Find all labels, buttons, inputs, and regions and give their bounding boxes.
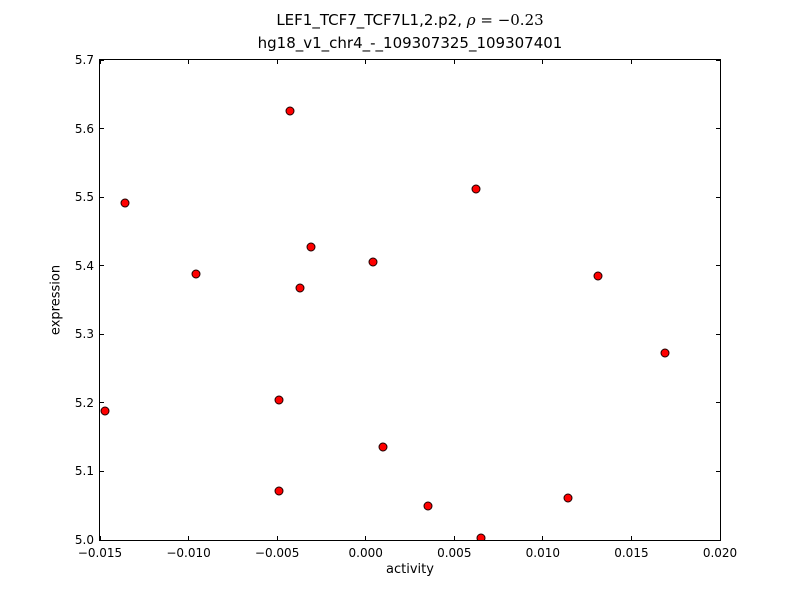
y-tick-label: 5.0	[74, 533, 94, 547]
x-tick-label: 0.000	[348, 546, 383, 560]
y-tick-mark	[100, 470, 104, 472]
data-point	[476, 533, 486, 540]
y-axis-label: expression	[48, 264, 64, 336]
x-tick-label: 0.005	[437, 546, 472, 560]
rho-value: = −0.23	[475, 11, 544, 29]
data-point	[471, 184, 481, 194]
y-tick-mark	[100, 333, 104, 335]
y-tick-mark	[100, 60, 104, 61]
x-tick-mark	[453, 60, 455, 64]
y-tick-label: 5.6	[74, 121, 94, 136]
x-tick-mark	[630, 536, 632, 540]
x-tick-label: 0.015	[614, 546, 649, 560]
x-tick-mark	[100, 536, 101, 540]
y-tick-mark	[716, 333, 720, 335]
data-point	[191, 269, 201, 279]
y-tick-label: 5.2	[74, 395, 94, 410]
y-tick-mark	[100, 402, 104, 404]
rho-symbol: ρ	[466, 11, 476, 29]
x-tick-mark	[188, 60, 190, 64]
x-tick-label: 0.010	[525, 546, 561, 560]
x-tick-mark	[719, 60, 720, 64]
y-tick-mark	[100, 265, 104, 267]
y-tick-label: 5.3	[74, 327, 94, 342]
y-tick-mark	[100, 128, 104, 130]
data-point	[295, 283, 305, 293]
data-point	[285, 106, 295, 116]
y-tick-mark	[716, 128, 720, 130]
x-tick-label: −0.010	[166, 546, 211, 560]
y-tick-label: 5.4	[74, 258, 94, 273]
y-tick-mark	[716, 196, 720, 198]
data-point	[306, 242, 316, 252]
data-point	[368, 257, 378, 267]
x-tick-mark	[276, 60, 278, 64]
data-point	[100, 406, 110, 416]
data-point	[378, 442, 388, 452]
y-tick-mark	[716, 265, 720, 267]
data-point	[563, 493, 573, 503]
x-tick-mark	[100, 60, 101, 64]
x-tick-mark	[542, 60, 544, 64]
y-tick-mark	[716, 60, 720, 61]
y-tick-mark	[100, 539, 104, 540]
x-tick-label: −0.005	[254, 546, 300, 560]
data-point	[423, 501, 433, 511]
chart-title: LEF1_TCF7_TCF7L1,2.p2, ρ = −0.23	[100, 11, 720, 29]
x-tick-mark	[365, 536, 367, 540]
data-point	[593, 271, 603, 281]
chart-subtitle: hg18_v1_chr4_-_109307325_109307401	[257, 34, 563, 52]
x-tick-mark	[630, 60, 632, 64]
y-tick-label: 5.5	[74, 190, 94, 205]
x-tick-label: 0.020	[702, 546, 738, 560]
y-tick-label: 5.7	[74, 53, 94, 67]
data-point	[274, 395, 284, 405]
plot-area	[99, 59, 721, 541]
y-tick-mark	[100, 196, 104, 198]
x-tick-label: −0.015	[77, 546, 123, 560]
y-tick-mark	[716, 539, 720, 540]
y-tick-label: 5.1	[74, 464, 94, 479]
x-tick-mark	[453, 536, 455, 540]
data-point	[274, 486, 284, 496]
data-point	[660, 348, 670, 358]
x-tick-mark	[542, 536, 544, 540]
x-tick-mark	[188, 536, 190, 540]
chart-title-main: LEF1_TCF7_TCF7L1,2.p2,	[276, 11, 467, 29]
x-axis-label: activity	[386, 562, 434, 577]
data-point	[120, 198, 130, 208]
x-tick-mark	[719, 536, 720, 540]
y-tick-mark	[716, 470, 720, 472]
y-tick-mark	[716, 402, 720, 404]
x-tick-mark	[365, 60, 367, 64]
x-tick-mark	[276, 536, 278, 540]
